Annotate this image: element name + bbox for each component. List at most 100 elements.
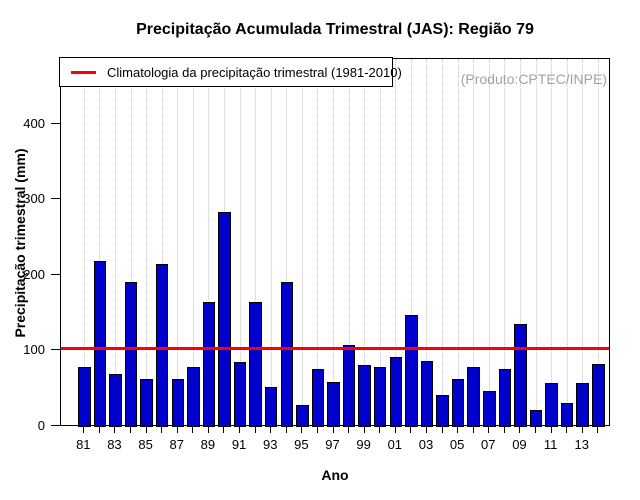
bar-99 [358,365,371,427]
bar-03 [420,361,434,427]
gridline [535,59,537,425]
y-tick [51,198,60,199]
bar-91 [233,362,247,427]
x-tick-label: 09 [512,437,527,452]
y-tick-label: 300 [23,191,45,206]
bar-98 [342,345,356,427]
gridline [457,59,459,425]
x-tick [161,426,163,433]
y-tick-label: 100 [23,342,45,357]
gridline [551,59,553,425]
x-tick-label: 83 [107,437,122,452]
gridline [426,59,428,425]
x-tick-label: 99 [356,437,371,452]
x-tick [98,426,100,433]
bar-layer [61,59,609,427]
x-tick-label: 03 [418,437,434,452]
y-tick [51,425,60,426]
x-tick-label: 87 [169,437,184,452]
climatology-reference-line [61,347,609,350]
gridline [239,59,241,425]
x-tick [425,426,427,433]
x-tick-label: 89 [200,437,216,452]
x-tick [410,426,412,433]
bar-05 [451,379,465,427]
gridline [130,59,132,425]
gridline [286,59,288,425]
bar-14 [592,364,605,427]
x-tick-label: 97 [325,437,340,452]
bar-88 [187,367,200,427]
x-tick [114,426,116,433]
gridline [597,59,599,425]
bar-09 [514,324,527,427]
x-tick [519,426,521,433]
x-axis-label: Ano [321,467,349,483]
bar-04 [436,395,449,427]
gridline [177,59,179,425]
bar-12 [560,403,574,427]
chart-title: Precipitação Acumulada Trimestral (JAS):… [136,21,534,38]
x-tick [223,426,225,433]
x-tick [394,426,396,433]
x-tick [239,426,241,433]
gridline [83,59,85,425]
gridline [348,59,350,425]
gridline [317,59,319,425]
bar-01 [389,357,403,427]
legend-box: Climatologia da precipitação trimestral … [59,57,402,87]
bar-07 [483,391,496,427]
x-tick [457,426,459,433]
gridline [333,59,335,425]
x-tick [581,426,583,433]
y-tick [51,274,60,275]
bar-82 [93,261,107,427]
gridline [255,59,257,425]
bar-85 [140,379,153,427]
x-tick [503,426,505,433]
grid-layer [61,59,609,425]
gridline [161,59,163,425]
x-tick [270,426,272,433]
x-tick [332,426,334,433]
bar-84 [124,282,138,427]
x-tick-label: 81 [76,437,91,452]
bar-97 [327,382,340,427]
x-tick [566,426,568,433]
gridline [364,59,366,425]
bar-96 [311,369,325,427]
bar-06 [467,367,480,427]
y-tick-label: 200 [23,267,45,282]
bar-83 [109,374,122,427]
bar-08 [498,369,512,427]
x-tick-label: 07 [481,437,496,452]
x-tick [535,426,536,433]
x-tick [192,426,194,433]
gridline [146,59,148,425]
x-tick-label: 93 [262,437,278,452]
gridline [270,59,272,425]
bar-92 [249,302,262,427]
gridline [442,59,444,425]
plot-area [60,58,610,427]
x-tick [441,426,443,433]
x-tick [254,426,256,433]
gridline [301,59,303,425]
gridline [488,59,490,425]
x-tick-label: 85 [138,437,153,452]
x-tick [316,426,318,433]
x-tick [363,426,365,433]
bar-10 [529,410,543,427]
annotation-produto: (Produto:CPTEC/INPE) [460,71,607,87]
bar-95 [296,405,309,427]
gridline [395,59,397,425]
legend-label: Climatologia da precipitação trimestral … [107,64,402,80]
gridline [519,59,521,425]
gridline [410,59,412,425]
bar-11 [545,383,558,427]
x-tick-label: 95 [294,437,309,452]
gridline [114,59,116,425]
x-tick [130,426,132,433]
x-tick [285,426,287,433]
